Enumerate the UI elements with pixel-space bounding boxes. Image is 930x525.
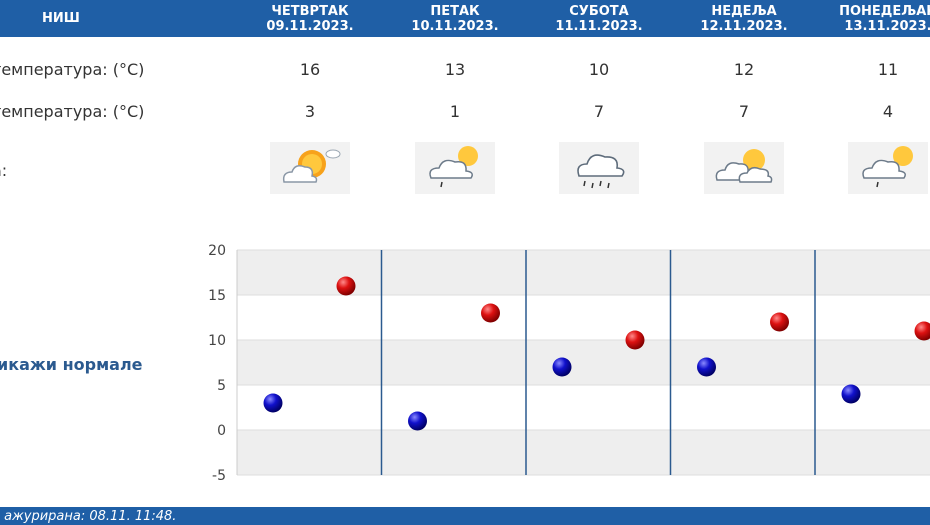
show-normals-link[interactable]: икажи нормале <box>0 355 143 374</box>
max-temp-value: 12 <box>733 60 755 79</box>
min-temp-point <box>408 411 427 431</box>
y-tick-label: 20 <box>208 243 226 259</box>
weather-label: а: <box>0 161 8 180</box>
cloud-rain-icon <box>559 142 639 194</box>
min-temp-point <box>841 384 861 404</box>
y-tick-label: 0 <box>217 423 226 439</box>
cloud-sun-light-rain-icon <box>415 142 495 194</box>
day-date: 10.11.2023. <box>411 19 499 34</box>
day-date: 09.11.2023. <box>266 19 354 34</box>
max-temp-value: 10 <box>588 60 610 79</box>
day-header-1: ЧЕТВРТАК 09.11.2023. <box>240 4 380 34</box>
min-temp-point <box>552 357 572 377</box>
max-temp-point <box>481 303 500 323</box>
grid-band <box>237 340 930 385</box>
day-header-4: НЕДЕЉА 12.11.2023. <box>674 4 814 34</box>
day-name: ЧЕТВРТАК <box>271 4 349 19</box>
max-temp-point <box>336 276 356 296</box>
min-temp-point <box>697 357 716 377</box>
forecast-header: НИШ ЧЕТВРТАК 09.11.2023. ПЕТАК 10.11.202… <box>0 0 930 37</box>
day-header-5: ПОНЕДЕЉАК 13.11.2023. <box>818 4 930 34</box>
y-tick-label: 10 <box>208 333 226 349</box>
day-date: 11.11.2023. <box>555 19 643 34</box>
day-header-2: ПЕТАК 10.11.2023. <box>385 4 525 34</box>
max-temp-value: 13 <box>444 60 466 79</box>
sun-cloud-icon <box>270 142 350 194</box>
day-date: 13.11.2023. <box>844 19 930 34</box>
min-temp-value: 3 <box>304 102 316 121</box>
sun-cloud-icon <box>704 142 784 194</box>
footer-bar: а ажурирана: 08.11. 11:48. <box>0 507 930 525</box>
y-tick-label: 5 <box>217 378 226 394</box>
y-tick-label: 15 <box>208 288 226 304</box>
max-temp-point <box>770 312 789 332</box>
max-temp-point <box>625 330 645 350</box>
min-temp-value: 7 <box>593 102 605 121</box>
day-name: ПОНЕДЕЉАК <box>839 4 930 19</box>
day-date: 12.11.2023. <box>700 19 788 34</box>
min-temp-value: 4 <box>882 102 894 121</box>
temperature-chart: 20 15 10 5 0 -5 <box>208 243 930 484</box>
min-temp-label: температура: (°C) <box>0 102 145 121</box>
min-temp-point <box>263 393 283 413</box>
day-header-3: СУБОТА 11.11.2023. <box>529 4 669 34</box>
day-name: ПЕТАК <box>430 4 480 19</box>
city-name: НИШ <box>42 11 80 26</box>
min-temp-value: 1 <box>449 102 461 121</box>
updated-text: а ажурирана: 08.11. 11:48. <box>0 509 177 524</box>
max-temp-value: 11 <box>877 60 899 79</box>
min-temp-value: 7 <box>738 102 750 121</box>
day-name: СУБОТА <box>569 4 629 19</box>
max-temp-point <box>914 321 930 341</box>
grid-band <box>237 430 930 475</box>
max-temp-label: температура: (°C) <box>0 60 145 79</box>
max-temp-value: 16 <box>299 60 321 79</box>
cloud-sun-light-rain-icon <box>848 142 928 194</box>
y-tick-label: -5 <box>212 468 226 484</box>
day-name: НЕДЕЉА <box>711 4 777 19</box>
